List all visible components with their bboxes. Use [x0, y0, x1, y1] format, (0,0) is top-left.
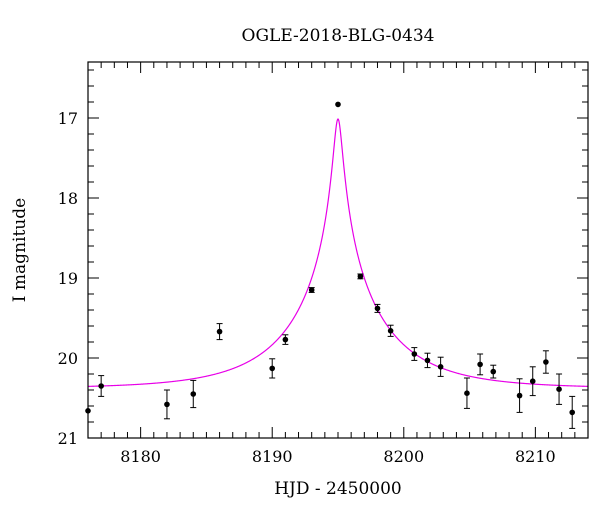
model-curve [87, 118, 589, 387]
x-axis-label: HJD - 2450000 [274, 479, 402, 499]
data-point [424, 357, 431, 364]
model-curve-layer [87, 118, 589, 387]
data-point [477, 361, 483, 368]
y-axis-label: I magnitude [10, 198, 30, 302]
y-tick-label: 21 [58, 429, 78, 448]
data-point [569, 409, 576, 416]
data-point [374, 305, 381, 312]
data-point [190, 391, 197, 397]
data-point [411, 351, 418, 357]
data-point [556, 386, 562, 393]
y-tick-label: 17 [58, 109, 78, 128]
data-point [98, 383, 104, 389]
data-point [282, 336, 289, 343]
data-point [529, 378, 536, 385]
axis-ticks: 8180 8190 8200 8210 17 18 19 20 21 [58, 62, 589, 466]
data-point [335, 101, 341, 108]
data-point [464, 390, 470, 397]
data-point [516, 392, 523, 399]
chart-title: OGLE-2018-BLG-0434 [242, 26, 435, 46]
x-tick-label: 8210 [515, 447, 556, 466]
data-point [437, 364, 444, 370]
data-point [387, 328, 394, 334]
data-point [543, 359, 549, 365]
data-point [269, 365, 276, 372]
data-point [216, 328, 223, 335]
data-point [490, 368, 497, 375]
data-points-layer [85, 101, 576, 429]
x-tick-label: 8180 [120, 447, 161, 466]
data-point [308, 287, 315, 293]
data-point [357, 273, 364, 280]
x-tick-label: 8190 [252, 447, 293, 466]
y-tick-label: 18 [58, 189, 78, 208]
y-tick-label: 20 [58, 349, 78, 368]
x-tick-label: 8200 [383, 447, 424, 466]
data-point [164, 401, 170, 408]
y-tick-label: 19 [58, 269, 78, 288]
